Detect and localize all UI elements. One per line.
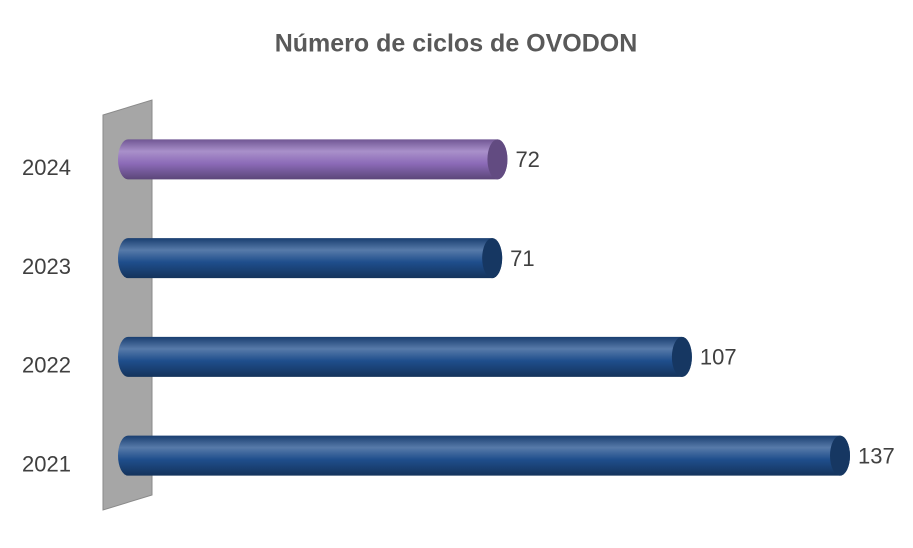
back-wall (102, 99, 153, 511)
bar (118, 238, 503, 279)
bar-cap (830, 435, 850, 476)
bar (118, 336, 692, 377)
data-label: 72 (515, 147, 539, 172)
chart-title: Número de ciclos de OVODON (275, 30, 638, 58)
bar (118, 139, 508, 180)
bar-cap (671, 336, 692, 377)
data-label: 71 (510, 246, 534, 271)
y-tick-label: 2022 (22, 353, 71, 378)
data-label: 137 (858, 443, 895, 468)
bar-cap (487, 139, 508, 180)
y-tick-label: 2024 (22, 155, 71, 180)
y-tick-label: 2021 (22, 451, 71, 476)
data-label: 107 (700, 345, 737, 370)
bar-cap (482, 238, 503, 279)
bar (118, 435, 850, 476)
y-tick-label: 2023 (22, 254, 71, 279)
